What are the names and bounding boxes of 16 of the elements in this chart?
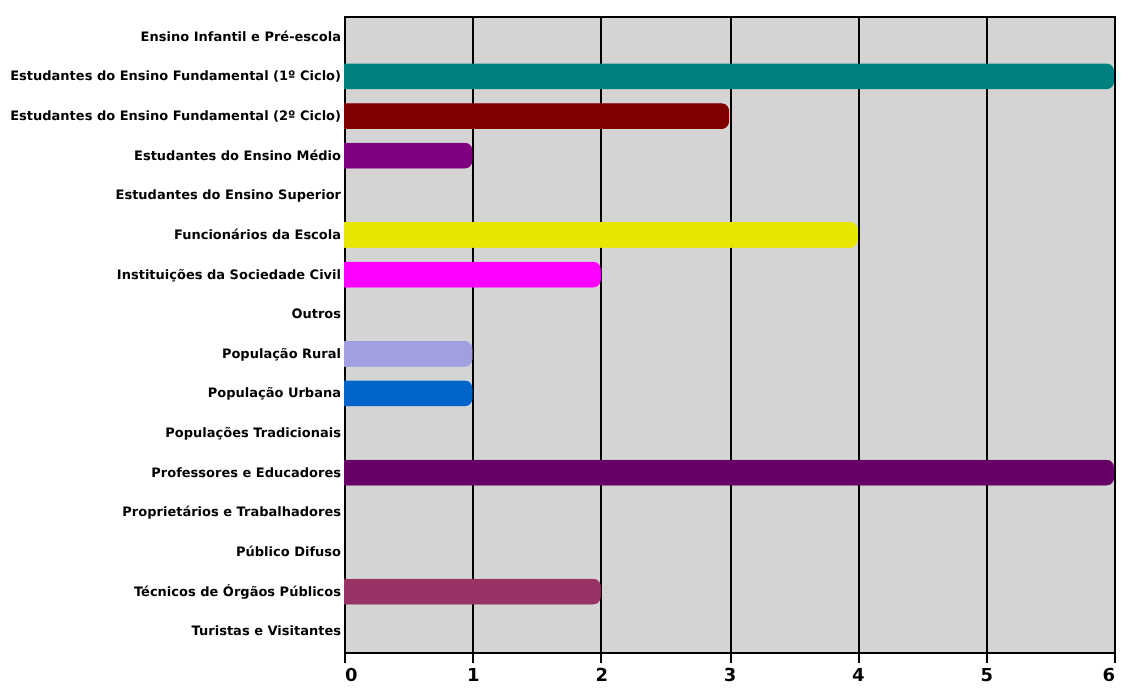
bar: [344, 222, 858, 248]
x-tick-label: 1: [467, 667, 480, 687]
bar: [344, 63, 1114, 90]
x-tick-label: 2: [595, 667, 608, 687]
x-tick-label: 0: [345, 667, 358, 687]
bar: [344, 578, 601, 605]
bar: [344, 459, 1114, 486]
bar: [344, 103, 729, 129]
bar: [344, 340, 473, 367]
x-tick-label: 4: [852, 667, 865, 687]
x-tick-label: 3: [723, 667, 737, 687]
bar: [344, 380, 473, 407]
bar: [344, 142, 473, 169]
x-tick-label: 6: [1102, 667, 1115, 687]
bar: [344, 261, 601, 288]
x-tick-label: 5: [980, 667, 993, 687]
